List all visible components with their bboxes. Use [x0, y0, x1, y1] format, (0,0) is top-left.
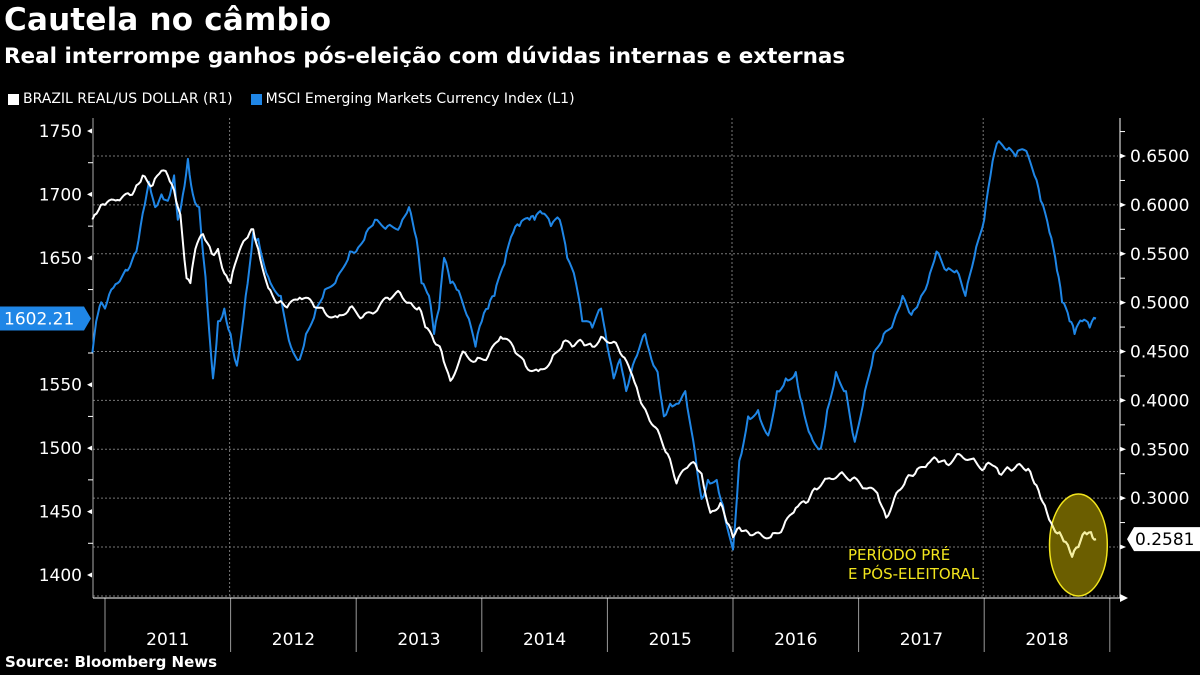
series-line-msci — [91, 140, 1097, 551]
right-tick-mark — [1120, 495, 1126, 501]
x-axis-arrow-icon — [1120, 594, 1128, 602]
right-tick-label: 0.6500 — [1130, 147, 1189, 167]
last-value-badge-msci — [0, 306, 91, 331]
annotation-text-line: E PÓS-ELEITORAL — [848, 564, 980, 583]
x-tick-label: 2015 — [649, 630, 692, 650]
right-tick-mark — [1120, 251, 1126, 257]
x-tick-label: 2013 — [397, 630, 440, 650]
last-value-badges: 1602.21 0.2581 — [0, 306, 1200, 552]
x-tick-label: 2011 — [146, 630, 189, 650]
x-axis-ticks: 2011 2012 2013 2014 2015 2016 2017 2018 — [146, 630, 1068, 650]
gridlines — [93, 118, 1118, 598]
chart-subtitle: Real interrompe ganhos pós-eleição com d… — [4, 44, 846, 69]
right-tick-label: 0.3000 — [1130, 489, 1189, 509]
right-tick-label: 0.4500 — [1130, 343, 1189, 363]
right-tick-mark — [1120, 202, 1126, 208]
legend: BRAZIL REAL/US DOLLAR (R1) MSCI Emerging… — [8, 91, 575, 107]
left-tick-mark — [87, 509, 92, 515]
left-tick-label: 1500 — [39, 439, 82, 459]
left-tick-label: 1450 — [39, 503, 82, 523]
left-tick-mark — [87, 255, 92, 261]
x-tick-label: 2018 — [1025, 630, 1068, 650]
x-tick-label: 2017 — [900, 630, 943, 650]
series-lines — [91, 140, 1097, 558]
last-value-label-msci: 1602.21 — [4, 309, 74, 329]
legend-swatch-msci — [250, 93, 262, 105]
left-tick-label: 1400 — [39, 566, 82, 586]
left-tick-mark — [87, 572, 92, 578]
left-tick-label: 1700 — [39, 185, 82, 205]
right-tick-label: 0.3500 — [1130, 440, 1189, 460]
annotation-text-line: PERÍODO PRÉ — [848, 545, 950, 564]
series-line-brl — [91, 169, 1097, 558]
right-tick-mark — [1120, 544, 1126, 550]
right-tick-mark — [1120, 397, 1126, 403]
left-tick-mark — [87, 191, 92, 197]
legend-item-brl: BRAZIL REAL/US DOLLAR (R1) — [8, 91, 233, 107]
last-value-label-brl: 0.2581 — [1135, 530, 1194, 550]
source-note: Source: Bloomberg News — [5, 653, 218, 671]
left-axis-ticks: 1400 1450 1500 1550 1650 1700 1750 — [39, 122, 93, 586]
x-tick-label: 2012 — [272, 630, 315, 650]
last-value-badge-brl — [1127, 527, 1200, 552]
left-tick-label: 1750 — [39, 122, 82, 142]
chart-title: Cautela no câmbio — [4, 2, 332, 38]
legend-item-msci: MSCI Emerging Markets Currency Index (L1… — [250, 91, 575, 107]
x-tick-label: 2016 — [774, 630, 817, 650]
right-tick-label: 0.4000 — [1130, 391, 1189, 411]
left-tick-mark — [87, 445, 92, 451]
right-tick-mark — [1120, 349, 1126, 354]
year-dividers — [104, 598, 1111, 652]
axes — [92, 118, 1128, 602]
right-tick-mark — [1120, 153, 1126, 159]
left-tick-label: 1550 — [39, 376, 82, 396]
left-tick-mark — [87, 382, 92, 388]
legend-label-brl: BRAZIL REAL/US DOLLAR (R1) — [23, 91, 233, 107]
right-tick-label: 0.5500 — [1130, 245, 1189, 265]
right-tick-mark — [1120, 300, 1126, 306]
left-tick-label: 1650 — [39, 249, 82, 269]
right-axis-ticks: 0.3000 0.3500 0.4000 0.4500 0.5000 0.5500 0.60… — [1120, 131, 1189, 550]
x-tick-label: 2014 — [523, 630, 566, 650]
left-tick-mark — [87, 128, 92, 134]
series-line-brl-highlighted — [1049, 494, 1097, 558]
right-tick-label: 0.6000 — [1130, 196, 1189, 216]
legend-label-msci: MSCI Emerging Markets Currency Index (L1… — [265, 91, 575, 107]
right-tick-mark — [1120, 446, 1126, 452]
right-tick-label: 0.5000 — [1130, 294, 1189, 314]
legend-swatch-brl — [8, 93, 19, 105]
